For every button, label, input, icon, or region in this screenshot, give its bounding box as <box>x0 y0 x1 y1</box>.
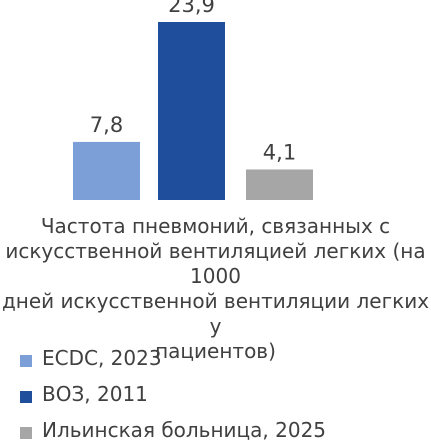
chart-legend: ECDC, 2023 ВОЗ, 2011 Ильинская больница,… <box>20 340 420 448</box>
bar-who <box>158 22 225 200</box>
chart-caption: Частота пневмоний, связанных с искусстве… <box>0 214 431 364</box>
legend-item-ilyinskaya: Ильинская больница, 2025 <box>20 412 420 448</box>
data-labels-layer: 7,8 23,9 4,1 <box>90 0 296 164</box>
legend-item-ecdc: ECDC, 2023 <box>20 340 420 376</box>
legend-label-ilyinskaya: Ильинская больница, 2025 <box>42 418 327 442</box>
caption-line-4: пациентов) <box>155 339 276 363</box>
caption-line-1: Частота пневмоний, связанных с <box>40 214 391 238</box>
caption-line-2: искусственной вентиляцией легких (на 100… <box>5 239 426 288</box>
legend-label-who: ВОЗ, 2011 <box>42 382 148 406</box>
data-label-ecdc: 7,8 <box>90 113 123 137</box>
data-label-who: 23,9 <box>168 0 215 17</box>
legend-swatch-ecdc <box>20 355 32 367</box>
legend-label-ecdc: ECDC, 2023 <box>42 346 162 370</box>
caption-line-3: дней искусственной вентиляции легких у <box>1 289 430 338</box>
bars-layer <box>73 22 313 200</box>
legend-swatch-who <box>20 391 32 403</box>
legend-swatch-ilyinskaya <box>20 427 32 439</box>
bar-ilyinskaya <box>246 169 313 200</box>
bar-ecdc <box>73 141 140 200</box>
data-label-ilyinskaya: 4,1 <box>263 140 296 164</box>
legend-item-who: ВОЗ, 2011 <box>20 376 420 412</box>
bar-chart: 7,8 23,9 4,1 <box>73 0 313 200</box>
